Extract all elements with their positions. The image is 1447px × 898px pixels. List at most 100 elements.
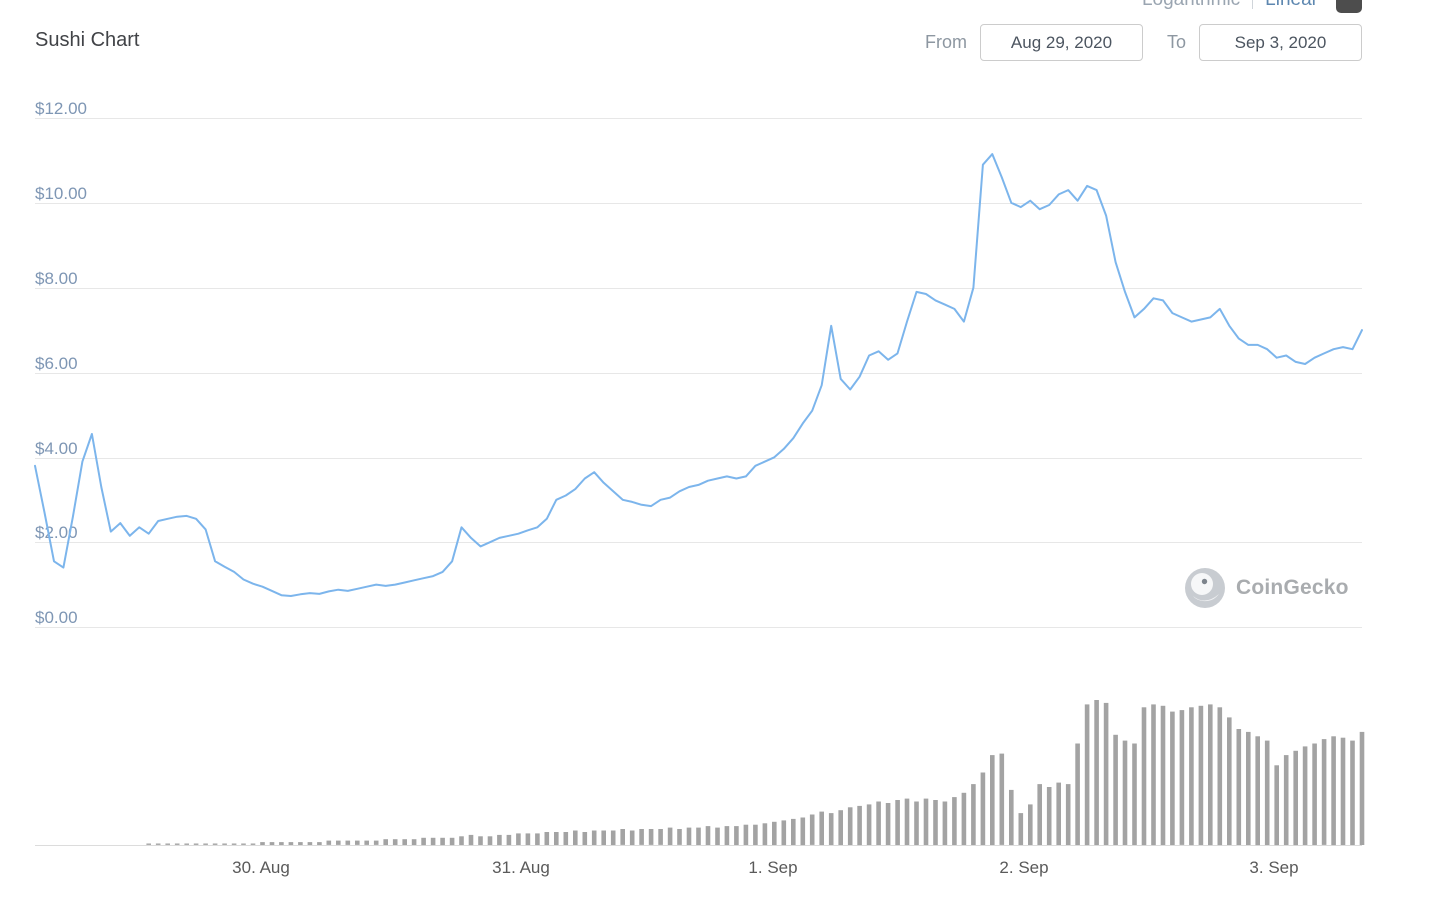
volume-bar (1028, 804, 1033, 845)
volume-bar (753, 824, 758, 845)
y-axis-label: $12.00 (35, 99, 87, 118)
volume-bar (800, 817, 806, 846)
volume-bar (1189, 707, 1194, 846)
y-axis-label: $2.00 (35, 523, 78, 542)
volume-bar (1340, 737, 1346, 845)
volume-bar (1122, 740, 1128, 845)
volume-bar (961, 792, 967, 845)
volume-bar (478, 836, 483, 845)
volume-bar (1255, 736, 1260, 846)
volume-bar (1065, 784, 1071, 845)
volume-bar (298, 842, 303, 845)
to-label: To (1166, 32, 1186, 52)
gridline (35, 288, 1362, 289)
volume-bar (781, 820, 787, 846)
volume-bar (1009, 789, 1014, 845)
volume-bar (1132, 743, 1137, 845)
volume-bar (487, 836, 493, 845)
volume-bar (658, 829, 663, 845)
scale-toggle-separator (1252, 0, 1254, 9)
from-label: From (924, 32, 967, 52)
gridline (35, 118, 1362, 119)
volume-bar (506, 834, 512, 846)
volume-bar (980, 772, 986, 845)
volume-bar (1236, 729, 1242, 845)
gridline (35, 373, 1362, 374)
volume-bar (933, 800, 938, 845)
y-axis-label: $6.00 (35, 354, 78, 373)
volume-bar (895, 800, 900, 845)
page-title: Sushi Chart (35, 29, 140, 51)
volume-bar (648, 829, 654, 845)
volume-bar (1094, 700, 1099, 845)
volume-bar (184, 843, 189, 845)
volume-bar (345, 840, 351, 845)
from-date-input[interactable] (979, 24, 1143, 61)
volume-bar (1264, 740, 1270, 845)
volume-bar (364, 840, 369, 845)
volume-bar (307, 842, 313, 845)
volume-bar (629, 830, 635, 845)
volume-bar (705, 826, 711, 845)
coingecko-watermark: CoinGecko (1183, 566, 1349, 610)
volume-bar (1056, 782, 1061, 845)
date-range-controls: From To (925, 24, 1362, 61)
volume-bar (762, 823, 768, 846)
volume-bar (392, 839, 398, 845)
scale-linear-button[interactable]: Linear (1265, 0, 1318, 11)
volume-bar (1293, 750, 1298, 846)
volume-bar (923, 798, 929, 845)
volume-bar (667, 827, 673, 845)
volume-bar (1359, 731, 1365, 845)
x-axis-label: 31. Aug (492, 858, 550, 877)
volume-bar (355, 840, 360, 845)
volume-bar (1084, 704, 1090, 846)
volume-bar (904, 798, 910, 845)
volume-bar (828, 813, 834, 845)
volume-bar (250, 843, 256, 845)
volume-bar (819, 811, 824, 845)
volume-bar (1246, 731, 1251, 845)
price-line-series (34, 153, 1363, 597)
volume-bar (639, 829, 644, 845)
expand-icon[interactable] (1336, 0, 1362, 13)
volume-bar (468, 834, 474, 846)
volume-bar (336, 840, 341, 845)
gridline (35, 542, 1362, 543)
volume-bar (1179, 710, 1185, 845)
volume-bar (1037, 784, 1042, 845)
volume-bar (535, 833, 540, 845)
volume-bar (1141, 707, 1147, 846)
volume-bar (1302, 746, 1308, 845)
volume-bar (1312, 743, 1317, 845)
volume-bar (279, 842, 284, 845)
volume-bar (610, 830, 616, 845)
volume-bar (222, 843, 227, 845)
volume-bar (402, 839, 407, 845)
volume-bar (952, 797, 957, 845)
volume-bar (459, 836, 464, 845)
volume-bar (516, 833, 521, 845)
volume-bar (885, 803, 891, 845)
volume-bar (847, 807, 853, 845)
volume-bar (193, 843, 199, 845)
volume-bar (241, 843, 246, 845)
volume-bar (1227, 717, 1232, 845)
volume-bar (1198, 705, 1204, 845)
to-date-input[interactable] (1199, 24, 1362, 61)
volume-bar (1113, 734, 1118, 845)
x-axis-label: 2. Sep (999, 858, 1049, 877)
coingecko-logo-icon (1185, 568, 1225, 608)
chart-scale-controls: Logarithmic Linear (1142, 0, 1362, 14)
volume-bar (1350, 740, 1355, 845)
gridline (35, 203, 1362, 204)
volume-bar (421, 837, 426, 846)
volume-bar (1217, 707, 1223, 846)
volume-bar (591, 830, 597, 845)
volume-bar (317, 842, 322, 845)
scale-logarithmic-button[interactable]: Logarithmic (1142, 0, 1240, 11)
volume-bar (1160, 705, 1166, 845)
volume-bar (231, 843, 237, 845)
volume-bar (1321, 739, 1327, 845)
